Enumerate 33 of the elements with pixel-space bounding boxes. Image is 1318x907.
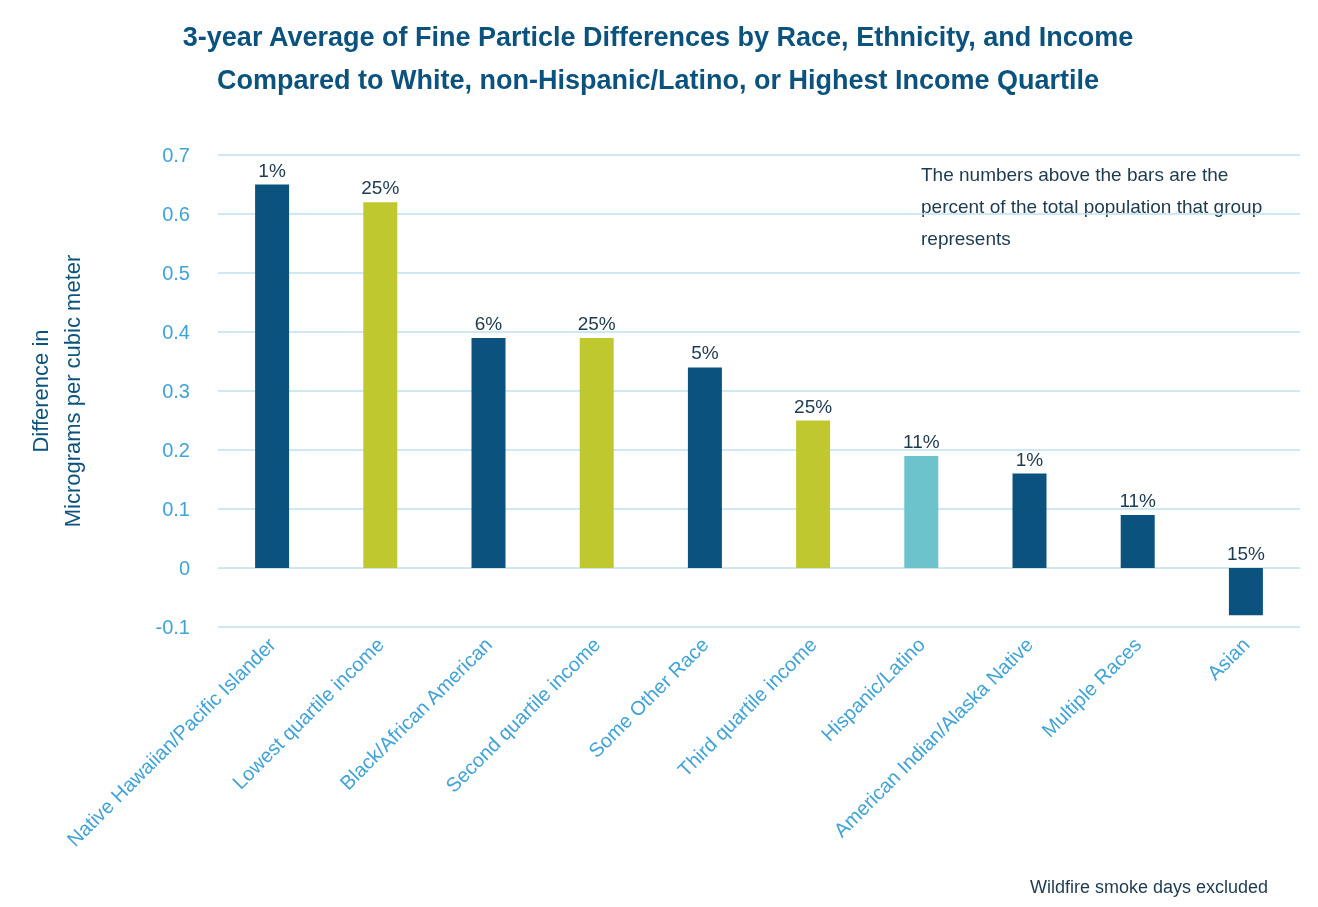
y-tick-label: 0.3	[162, 380, 190, 402]
y-tick-label: 0.1	[162, 498, 190, 520]
annotation: 5%	[691, 342, 719, 364]
annotation: 1%	[258, 159, 286, 181]
y-axis-title: Difference in Micrograms per cubic meter	[27, 254, 85, 528]
y-tick-label: 0	[178, 557, 190, 579]
bar	[471, 337, 506, 568]
y-tick-label: 0.2	[162, 439, 190, 461]
y-tick-label: 0.7	[162, 144, 190, 166]
chart-title: 3-year Average of Fine Particle Differences by Race, Ethnicity, and Income Compared to White, non-Hispanic/Latino, or Highest Income Quartile	[182, 21, 1134, 95]
annotation: 11%	[1119, 489, 1157, 511]
bar	[687, 367, 722, 568]
annotation: 11%	[902, 430, 940, 452]
annotation: The numbers above the bars are the percent of the total population that group represents	[921, 163, 1268, 249]
annotation: 25%	[794, 395, 833, 417]
annotation: 15%	[1226, 543, 1266, 564]
y-tick-label: 0.6	[162, 203, 190, 225]
bar	[1120, 514, 1155, 568]
bar	[1228, 568, 1263, 616]
y-tick-label: 0.4	[162, 321, 190, 343]
bar	[904, 455, 939, 568]
bar	[255, 184, 290, 568]
bar	[363, 202, 398, 568]
bar	[796, 420, 831, 568]
bar	[1012, 473, 1047, 568]
annotation: 6%	[474, 312, 503, 334]
annotation: 1%	[1015, 448, 1044, 470]
y-tick-label: -0.1	[155, 616, 190, 638]
text: Wildfire smoke days excluded	[1029, 877, 1269, 897]
bar	[579, 337, 614, 568]
annotation: 25%	[577, 312, 616, 334]
annotation: 25%	[361, 177, 400, 199]
y-tick-label: 0.5	[162, 262, 190, 284]
